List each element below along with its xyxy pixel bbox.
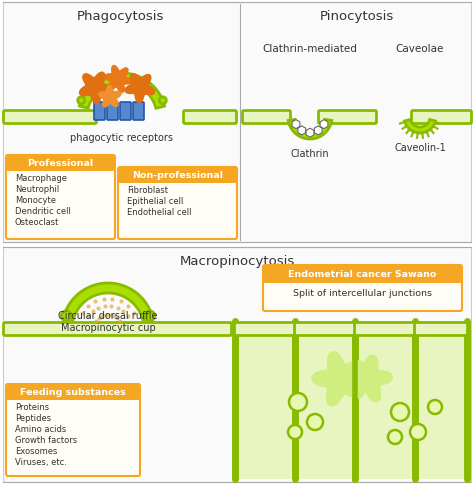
Text: Monocyte: Monocyte <box>15 196 56 205</box>
Polygon shape <box>314 126 322 135</box>
Text: Exosomes: Exosomes <box>15 447 57 456</box>
Circle shape <box>307 414 323 430</box>
Text: Epithelial cell: Epithelial cell <box>127 197 183 206</box>
Polygon shape <box>104 66 132 93</box>
Polygon shape <box>404 119 436 133</box>
FancyBboxPatch shape <box>355 322 416 336</box>
Polygon shape <box>320 120 328 129</box>
Bar <box>418 337 464 479</box>
Circle shape <box>145 311 155 321</box>
Text: Feeding substances: Feeding substances <box>20 388 126 397</box>
FancyBboxPatch shape <box>133 102 144 120</box>
Circle shape <box>159 97 166 104</box>
Text: Osteoclast: Osteoclast <box>15 218 59 227</box>
Bar <box>298 337 352 479</box>
Text: Caveolae: Caveolae <box>396 44 444 54</box>
Text: Endometrial cancer Sawano: Endometrial cancer Sawano <box>288 270 437 279</box>
Text: Viruses, etc.: Viruses, etc. <box>15 458 67 467</box>
Polygon shape <box>64 283 153 320</box>
Polygon shape <box>99 86 121 107</box>
Circle shape <box>388 430 402 444</box>
Text: phagocytic receptors: phagocytic receptors <box>71 133 173 143</box>
FancyBboxPatch shape <box>183 111 237 124</box>
Text: Non-professional: Non-professional <box>132 171 223 180</box>
Polygon shape <box>306 128 314 137</box>
Bar <box>238 337 292 479</box>
Text: Macrophage: Macrophage <box>15 174 67 183</box>
Polygon shape <box>79 73 164 108</box>
Circle shape <box>288 425 302 439</box>
FancyBboxPatch shape <box>235 322 295 336</box>
FancyBboxPatch shape <box>94 102 105 120</box>
FancyBboxPatch shape <box>6 155 115 239</box>
Polygon shape <box>288 119 332 139</box>
Text: Phagocytosis: Phagocytosis <box>76 10 164 23</box>
FancyBboxPatch shape <box>319 111 376 124</box>
Polygon shape <box>298 126 306 135</box>
FancyBboxPatch shape <box>107 102 118 120</box>
Text: Pinocytosis: Pinocytosis <box>320 10 394 23</box>
Text: Split of intercellular junctions: Split of intercellular junctions <box>293 289 432 299</box>
Circle shape <box>289 393 307 411</box>
FancyBboxPatch shape <box>120 102 131 120</box>
Text: Proteins: Proteins <box>15 403 49 412</box>
FancyBboxPatch shape <box>3 111 97 124</box>
Text: Professional: Professional <box>27 159 93 168</box>
Text: Neutrophil: Neutrophil <box>15 185 59 194</box>
FancyBboxPatch shape <box>263 265 462 311</box>
Text: Clathrin: Clathrin <box>291 149 329 159</box>
FancyBboxPatch shape <box>7 385 139 400</box>
Polygon shape <box>346 355 392 402</box>
FancyBboxPatch shape <box>7 156 114 171</box>
FancyBboxPatch shape <box>411 111 472 124</box>
Bar <box>358 337 412 479</box>
FancyBboxPatch shape <box>119 168 236 183</box>
FancyBboxPatch shape <box>264 266 461 283</box>
Text: Peptides: Peptides <box>15 414 51 423</box>
FancyBboxPatch shape <box>294 322 356 336</box>
Circle shape <box>428 400 442 414</box>
Text: Circular dorsal ruffle
Macropinocytic cup: Circular dorsal ruffle Macropinocytic cu… <box>58 311 158 333</box>
Circle shape <box>78 97 85 104</box>
Polygon shape <box>292 120 300 129</box>
Text: Endothelial cell: Endothelial cell <box>127 208 191 217</box>
FancyBboxPatch shape <box>118 167 237 239</box>
FancyBboxPatch shape <box>6 384 140 476</box>
Polygon shape <box>80 72 111 104</box>
FancyBboxPatch shape <box>414 322 467 336</box>
Polygon shape <box>125 74 155 102</box>
Text: Macropinocytosis: Macropinocytosis <box>179 255 295 268</box>
FancyBboxPatch shape <box>3 322 231 336</box>
Text: Amino acids: Amino acids <box>15 425 66 434</box>
Polygon shape <box>312 352 364 406</box>
Text: Growth factors: Growth factors <box>15 436 77 445</box>
Text: Fibroblast: Fibroblast <box>127 186 168 195</box>
Circle shape <box>410 424 426 440</box>
Circle shape <box>61 311 71 321</box>
FancyBboxPatch shape <box>3 247 471 482</box>
Text: Dendritic cell: Dendritic cell <box>15 207 71 216</box>
FancyBboxPatch shape <box>243 111 291 124</box>
Text: Clathrin-mediated: Clathrin-mediated <box>263 44 357 54</box>
Text: Caveolin-1: Caveolin-1 <box>394 143 446 153</box>
FancyBboxPatch shape <box>3 2 471 242</box>
Circle shape <box>391 403 409 421</box>
